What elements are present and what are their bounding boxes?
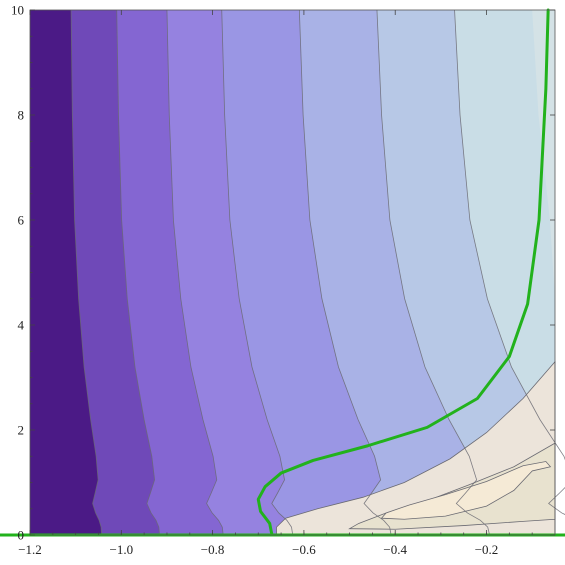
y-tick-label: 2 bbox=[18, 423, 25, 438]
x-tick-label: −0.2 bbox=[475, 542, 499, 557]
contour-line-1 bbox=[70, 9, 103, 536]
warm-contours bbox=[276, 360, 556, 535]
contour-line-5 bbox=[298, 9, 392, 536]
contour-line-6 bbox=[376, 9, 490, 536]
y-tick-label: 8 bbox=[18, 108, 25, 123]
x-tick-label: −0.6 bbox=[292, 542, 316, 557]
x-tick-label: −0.4 bbox=[383, 542, 407, 557]
x-tick-label: −1.2 bbox=[18, 542, 42, 557]
y-tick-label: 6 bbox=[18, 213, 25, 228]
x-tick-label: −1.0 bbox=[110, 542, 134, 557]
y-tick-label: 4 bbox=[18, 318, 25, 333]
warm-contour-10 bbox=[348, 442, 556, 530]
contour-line-2 bbox=[116, 9, 160, 536]
contour-bands bbox=[30, 10, 555, 535]
contour-line-7 bbox=[454, 9, 565, 515]
axes: −1.2 −1.0 −0.8 −0.6 −0.4 −0.2 0 2 4 6 8 10 bbox=[11, 3, 556, 557]
y-tick-label: 10 bbox=[11, 3, 24, 18]
y-tick-label: 0 bbox=[18, 528, 25, 543]
contour-band-0 bbox=[30, 10, 102, 535]
warm-contour-11 bbox=[380, 461, 552, 520]
contour-lines bbox=[70, 9, 565, 536]
contour-line-4 bbox=[221, 9, 294, 536]
x-tick-label: −0.8 bbox=[201, 542, 225, 557]
zero-contour-1 bbox=[256, 8, 550, 537]
contour-line-3 bbox=[166, 9, 224, 536]
